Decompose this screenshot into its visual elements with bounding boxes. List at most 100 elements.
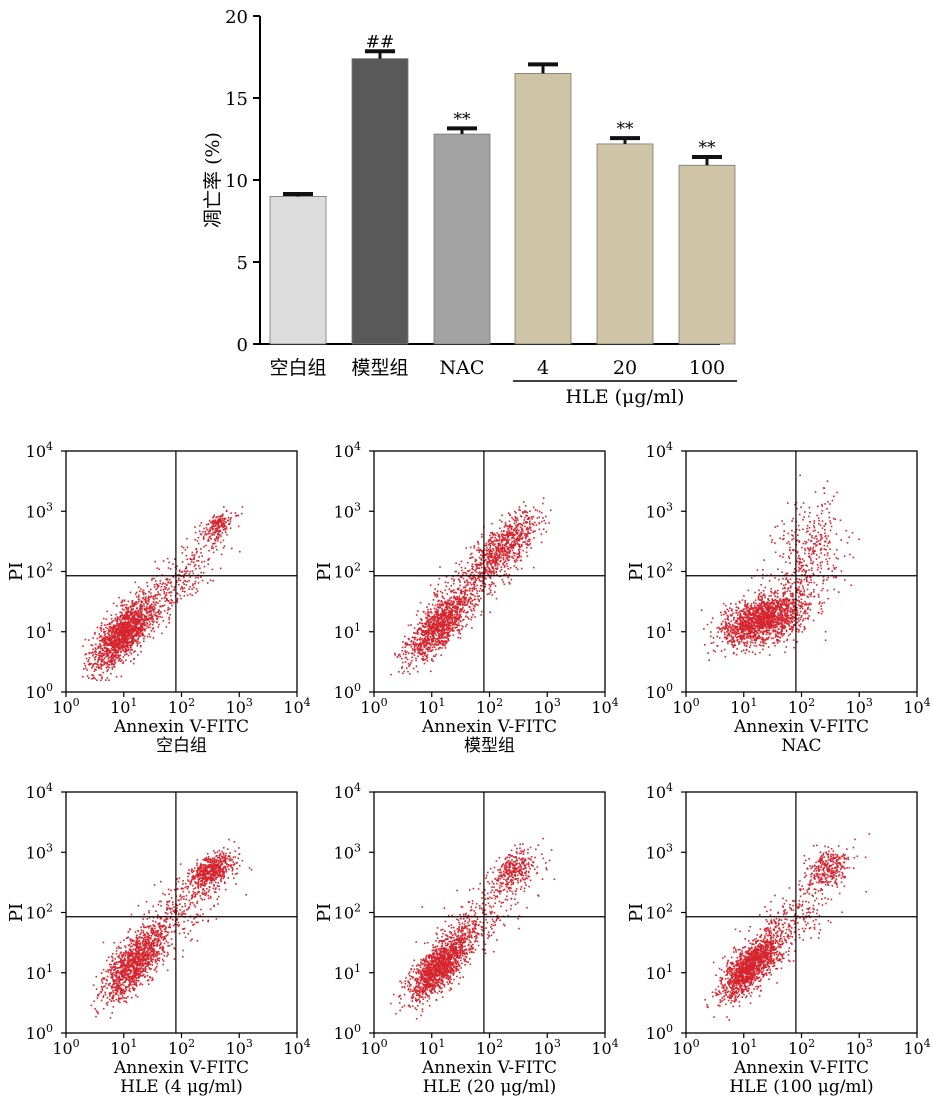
- event-dot: [129, 624, 132, 627]
- event-dot: [129, 620, 132, 623]
- event-dot: [421, 653, 424, 655]
- event-dot: [214, 521, 217, 523]
- event-dot: [450, 625, 452, 627]
- event-dot: [415, 659, 417, 662]
- event-dot: [103, 663, 105, 665]
- event-dot: [739, 620, 742, 622]
- event-dot: [482, 572, 484, 575]
- event-dot: [222, 526, 224, 528]
- event-dot: [445, 575, 448, 578]
- event-dot: [782, 603, 785, 606]
- event-dot: [151, 623, 154, 626]
- event-dot: [119, 648, 122, 650]
- event-dot: [447, 633, 450, 635]
- event-dot: [129, 612, 132, 614]
- event-dot: [763, 601, 765, 603]
- event-dot: [99, 658, 102, 661]
- event-dot: [124, 621, 127, 624]
- event-dot: [116, 657, 118, 659]
- event-dot: [119, 630, 121, 632]
- event-dot: [173, 586, 176, 589]
- event-dot: [448, 635, 450, 638]
- event-dot: [738, 622, 740, 625]
- event-dot: [434, 632, 437, 634]
- event-dot: [109, 643, 112, 645]
- event-dot: [236, 514, 238, 517]
- event-dot: [197, 542, 200, 545]
- event-dot: [498, 551, 500, 553]
- event-dot: [730, 641, 732, 643]
- tick-exponent: 1: [354, 621, 361, 634]
- event-dot: [219, 518, 222, 520]
- event-dot: [148, 590, 150, 593]
- event-dot: [417, 633, 419, 636]
- event-dot: [451, 611, 453, 613]
- event-dot: [508, 573, 511, 576]
- event-dot: [103, 617, 105, 620]
- event-dot: [160, 589, 162, 591]
- event-dot: [218, 531, 220, 534]
- event-dot: [508, 512, 510, 514]
- event-dot: [432, 640, 435, 643]
- event-dot: [417, 655, 419, 658]
- event-dot: [493, 533, 496, 535]
- event-dot: [152, 618, 154, 621]
- event-dot: [126, 613, 128, 615]
- event-dot: [486, 561, 488, 563]
- event-dot: [230, 512, 232, 514]
- event-dot: [527, 518, 530, 520]
- event-dot: [205, 544, 207, 547]
- event-dot: [153, 603, 156, 606]
- event-dot: [201, 555, 203, 557]
- event-dot: [485, 577, 487, 580]
- event-dot: [130, 613, 133, 616]
- event-dot: [431, 646, 434, 649]
- event-dot: [741, 636, 744, 639]
- event-dot: [793, 624, 795, 626]
- event-dot: [128, 614, 130, 617]
- event-dot: [113, 624, 115, 626]
- event-dot: [501, 549, 504, 552]
- event-dot: [413, 646, 416, 648]
- event-dot: [401, 646, 404, 649]
- event-dot: [163, 592, 166, 595]
- event-dot: [453, 589, 455, 591]
- event-dot: [403, 670, 405, 673]
- event-dot: [178, 583, 180, 586]
- event-dot: [417, 651, 419, 654]
- event-dot: [114, 617, 117, 620]
- event-dot: [115, 630, 117, 632]
- event-dot: [485, 569, 488, 571]
- x-tick-label: 100: [360, 696, 387, 717]
- event-dot: [133, 639, 135, 642]
- event-dot: [150, 614, 152, 617]
- event-dot: [420, 633, 422, 635]
- event-dot: [460, 616, 462, 618]
- event-dot: [121, 624, 124, 626]
- event-dot: [117, 630, 120, 632]
- event-dot: [499, 553, 502, 555]
- event-dot: [109, 629, 112, 631]
- event-dot: [776, 639, 778, 641]
- event-dot: [531, 518, 533, 520]
- event-dot: [437, 626, 440, 628]
- event-dot: [506, 556, 509, 559]
- event-dot: [484, 585, 487, 588]
- event-dot: [425, 631, 427, 634]
- event-dot: [506, 552, 509, 555]
- event-dot: [441, 634, 443, 637]
- event-dot: [774, 611, 776, 614]
- event-dot: [130, 641, 133, 644]
- event-dot: [487, 555, 489, 557]
- event-dot: [135, 612, 138, 614]
- event-dot: [92, 677, 95, 679]
- event-dot: [455, 620, 458, 622]
- tick-base: 10: [334, 683, 354, 702]
- tick-base: 10: [591, 698, 611, 717]
- event-dot: [770, 632, 772, 634]
- event-dot: [126, 618, 129, 621]
- event-dot: [150, 618, 153, 620]
- event-dot: [109, 659, 112, 662]
- event-dot: [756, 636, 759, 638]
- event-dot: [524, 505, 527, 507]
